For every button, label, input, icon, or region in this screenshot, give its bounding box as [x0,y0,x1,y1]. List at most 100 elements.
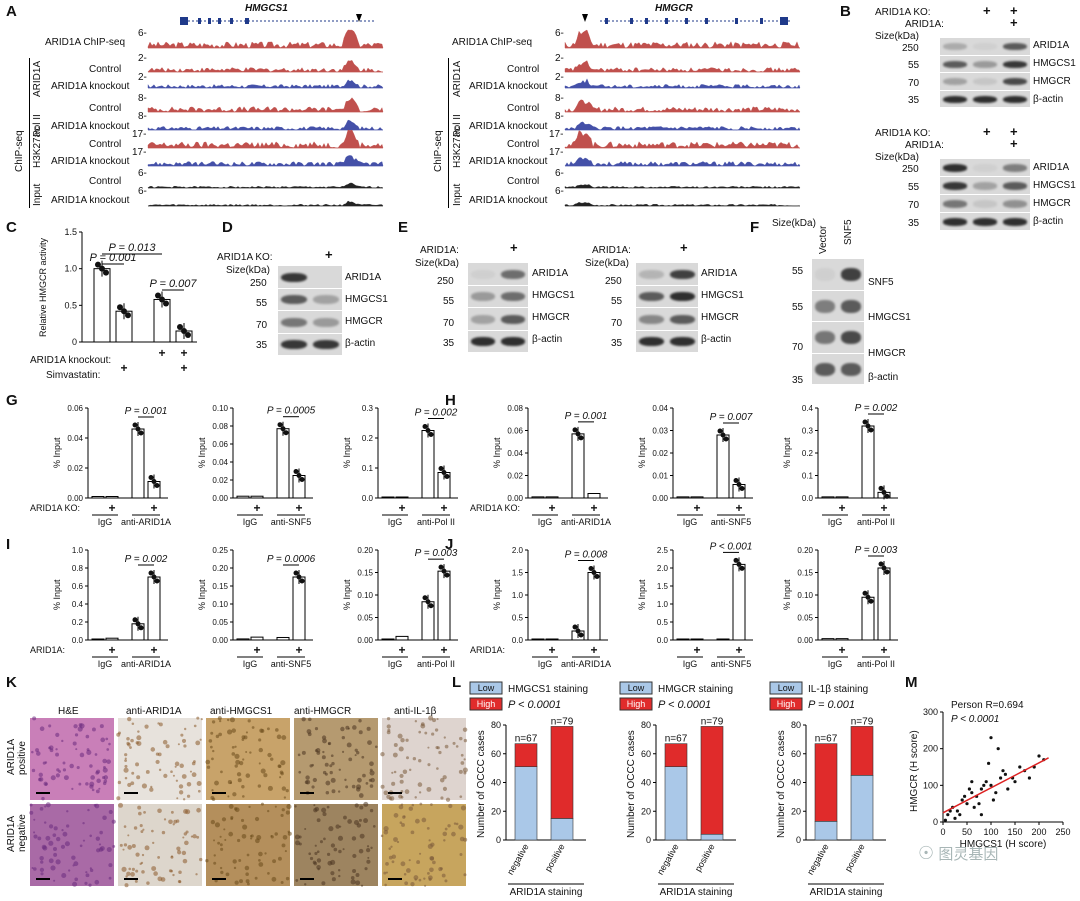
scale-a-left-4: 8- [138,111,147,122]
cell-nucleus [210,731,214,735]
cell-nucleus [213,839,216,842]
data-point [151,479,157,484]
data-point [736,561,742,567]
b2-protein-actin: β-actin [1033,216,1064,227]
cell-nucleus [146,881,150,885]
data-point [299,477,305,482]
cell-nucleus [405,738,409,742]
cell-nucleus [324,772,328,776]
chip-track [147,200,384,207]
scatter-point [984,780,988,784]
p-value: P < 0.001 [710,541,753,552]
y-tick-label: 0.00 [212,494,228,503]
cell-nucleus [228,831,234,837]
y-tick-label: 0.1 [362,464,374,473]
chip-tracks-left [147,29,384,207]
cell-nucleus [331,761,335,766]
group-label: anti-SNF5 [271,659,312,669]
cell-nucleus [322,738,327,744]
cell-nucleus [444,744,449,749]
cell-nucleus [237,778,242,783]
cell-nucleus [399,821,403,825]
cell-nucleus [335,824,340,829]
cell-nucleus [245,879,250,884]
cell-nucleus [53,852,58,857]
y-tick-label: 0.5 [512,614,524,623]
blot-strip [940,54,1030,72]
data-point [138,625,144,631]
cell-nucleus [90,775,95,780]
cell-nucleus [89,834,92,838]
group-label: IgG [243,517,258,527]
cell-nucleus [141,783,148,789]
cell-nucleus [418,730,422,734]
x-tick-label: 50 [962,827,972,837]
cell-nucleus [181,738,187,743]
cell-nucleus [68,869,71,872]
scatter-point [965,802,969,806]
bar [676,638,690,641]
scale-bar [124,792,138,794]
y-tick-label: 20 [791,806,801,816]
cell-nucleus [69,763,74,769]
cell-nucleus [235,759,241,765]
b-row-size: Size(kDa) [875,31,919,42]
e2-size-70: 70 [611,318,623,329]
blot-band [670,269,695,279]
y-tick-label: 60 [491,749,501,759]
cell-nucleus [196,716,200,720]
cell-nucleus [213,854,216,857]
k-col-il1b: anti-IL-1β [394,706,437,717]
cell-nucleus [85,782,89,786]
cell-nucleus [330,843,336,848]
cell-nucleus [35,751,41,756]
tile-background [118,718,202,800]
cell-nucleus [55,732,60,737]
blot-band [639,337,664,347]
cell-nucleus [136,775,141,780]
scatter-point [970,791,974,795]
y-tick-label: 1.0 [64,264,77,274]
cell-nucleus [31,750,34,754]
cell-nucleus [294,805,297,808]
legend-swatch-high [619,697,653,711]
cell-nucleus [240,818,245,823]
track-label-control-2: Control [89,103,122,114]
cell-nucleus [177,850,182,855]
e2-row-size: Size(kDa) [585,258,629,269]
data-point [428,603,434,609]
legend-swatch-low [619,681,653,695]
cell-nucleus [86,749,92,755]
track-label-r-control-4: Control [507,176,540,187]
chip-track [564,184,801,189]
legend-swatch-high [769,697,803,711]
scatter-point [996,747,1000,751]
y-tick-label: 0.0 [512,636,524,645]
y-tick-label: 0 [72,337,77,347]
blot-band [501,337,525,347]
data-point [868,427,874,433]
cell-nucleus [165,744,170,749]
chart-title: IL-1β staining [808,684,868,695]
cell-nucleus [170,855,174,858]
cell-nucleus [319,840,323,844]
cell-nucleus [274,832,278,836]
cell-nucleus [258,862,264,867]
cell-nucleus [173,819,178,824]
y-tick-label: 1.0 [657,600,669,609]
data-point [739,486,745,491]
scatter-point [999,776,1003,780]
cell-nucleus [112,845,116,848]
cell-nucleus [130,738,134,743]
cell-nucleus [294,834,300,840]
cell-nucleus [210,795,215,800]
cell-nucleus [458,769,463,774]
cell-nucleus [393,770,397,774]
cell-nucleus [369,770,375,776]
cell-nucleus [365,781,369,785]
cell-nucleus [276,734,282,740]
d-size-250: 250 [250,278,267,289]
y-tick-label: 0.8 [72,564,84,573]
blot-strip [812,289,864,321]
f-size-55b: 55 [792,302,804,313]
